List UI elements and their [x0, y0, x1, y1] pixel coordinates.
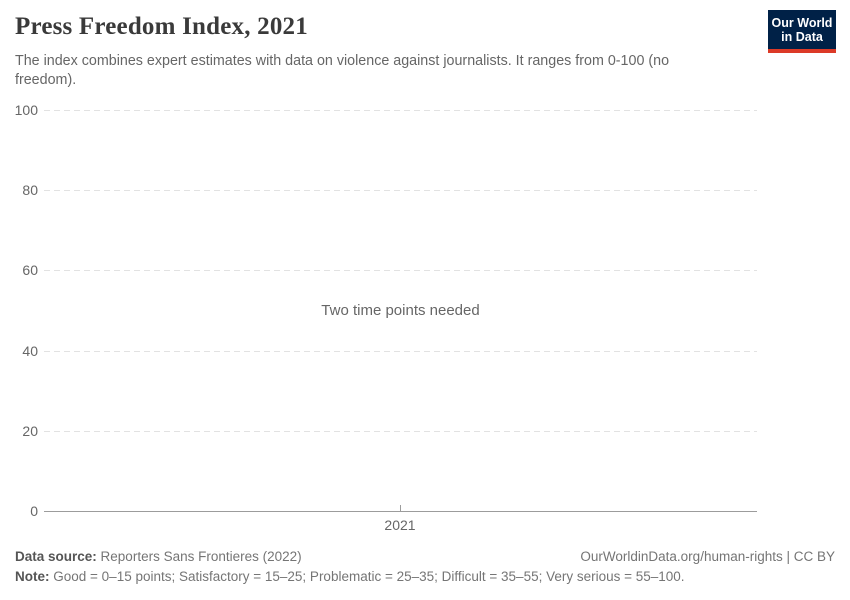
owid-url-link[interactable]: OurWorldinData.org/human-rights | CC BY — [580, 549, 835, 564]
note-label: Note: — [15, 569, 50, 584]
x-axis-line — [44, 511, 757, 512]
y-axis-tick-label: 0 — [30, 503, 38, 519]
owid-logo-line2: in Data — [781, 30, 823, 44]
y-axis-tick-label: 40 — [22, 342, 38, 359]
page-title: Press Freedom Index, 2021 — [15, 13, 308, 40]
x-axis-label: 2021 — [384, 517, 416, 533]
chart-message: Two time points needed — [321, 302, 480, 319]
gridline — [44, 270, 757, 272]
data-source-label: Data source: — [15, 549, 97, 564]
gridline — [44, 350, 757, 352]
chart-subtitle: The index combines expert estimates with… — [15, 53, 670, 88]
data-source-value: Reporters Sans Frontieres (2022) — [100, 549, 302, 564]
owid-logo[interactable]: Our World in Data — [768, 10, 836, 53]
owid-logo-line1: Our World — [771, 16, 833, 30]
gridline — [44, 110, 757, 111]
note-value: Good = 0–15 points; Satisfactory = 15–25… — [53, 569, 685, 584]
gridline — [44, 190, 757, 192]
data-source: Data source: Reporters Sans Frontieres (… — [15, 547, 302, 567]
chart-footer: Data source: Reporters Sans Frontieres (… — [15, 547, 835, 587]
y-axis-tick-label: 80 — [22, 182, 38, 199]
chart-note: Note: Good = 0–15 points; Satisfactory =… — [15, 567, 835, 587]
gridline — [44, 430, 757, 432]
y-axis-tick-label: 60 — [22, 262, 38, 279]
y-axis-tick-label: 100 — [14, 102, 38, 118]
x-axis-tick — [400, 505, 401, 511]
y-axis-tick-label: 20 — [22, 422, 38, 439]
